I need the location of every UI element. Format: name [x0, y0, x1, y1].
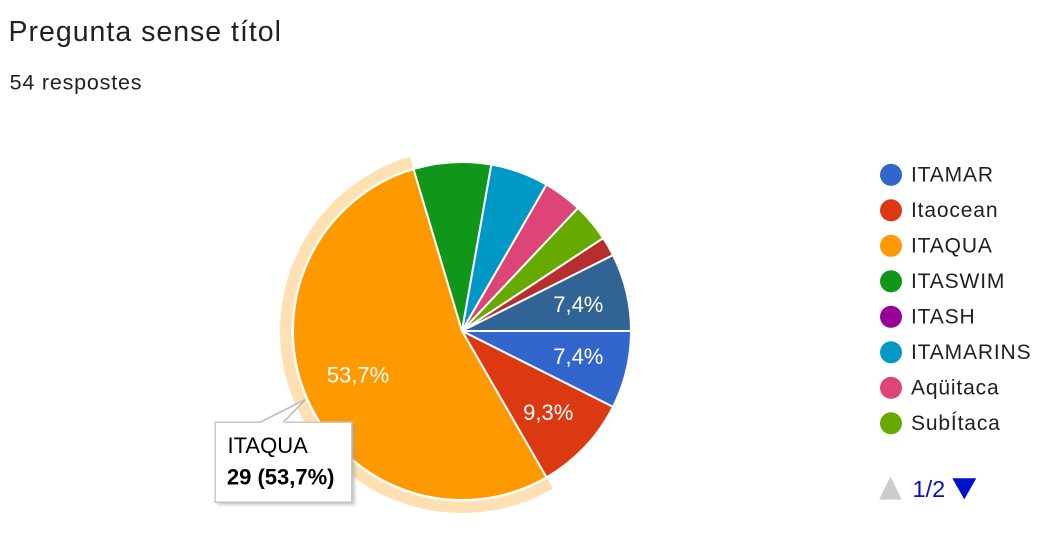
svg-text:29 (53,7%): 29 (53,7%) [227, 464, 335, 489]
svg-text:ITAQUA: ITAQUA [911, 235, 993, 258]
svg-text:ITASH: ITASH [911, 306, 976, 329]
svg-text:ITAMAR: ITAMAR [911, 164, 994, 187]
svg-text:1/2: 1/2 [913, 476, 946, 502]
svg-text:54 respostes: 54 respostes [10, 70, 143, 94]
svg-text:9,3%: 9,3% [523, 400, 573, 425]
svg-text:ITAQUA: ITAQUA [228, 433, 309, 458]
svg-text:7,4%: 7,4% [553, 344, 603, 369]
svg-text:ITASWIM: ITASWIM [911, 270, 1005, 293]
svg-text:7,4%: 7,4% [553, 292, 603, 317]
svg-text:53,7%: 53,7% [327, 363, 389, 388]
svg-text:Itaocean: Itaocean [911, 199, 998, 222]
svg-text:SubÍtaca: SubÍtaca [911, 412, 1001, 435]
svg-text:Pregunta sense títol: Pregunta sense títol [9, 16, 283, 48]
svg-text:ITAMARINS: ITAMARINS [911, 341, 1031, 364]
svg-text:Aqüitaca: Aqüitaca [911, 377, 1000, 400]
